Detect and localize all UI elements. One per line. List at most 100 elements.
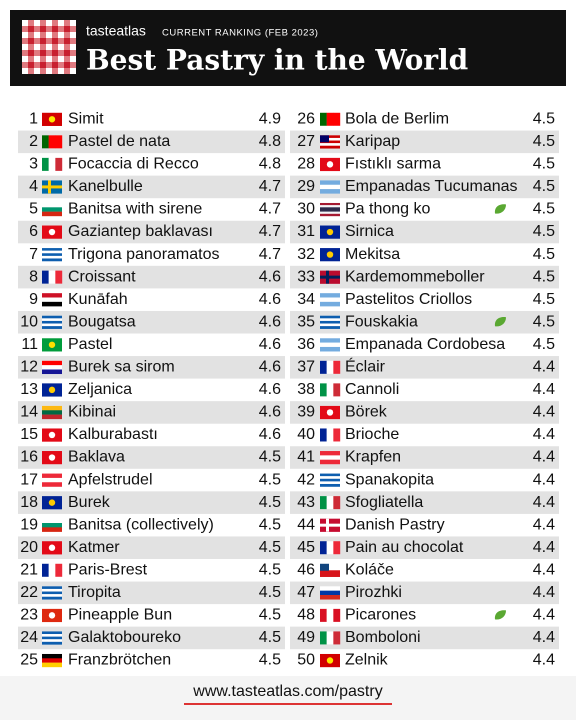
flag-stripe bbox=[42, 301, 62, 307]
logo-cell bbox=[28, 38, 34, 44]
flag-stripe bbox=[42, 369, 62, 375]
flag-stripe bbox=[320, 481, 340, 485]
row-shade bbox=[18, 175, 285, 199]
rank: 10 bbox=[20, 313, 38, 330]
rank: 39 bbox=[297, 404, 315, 421]
flag-stripe bbox=[320, 135, 340, 139]
score: 4.6 bbox=[259, 336, 281, 353]
logo-cell bbox=[70, 44, 76, 50]
dish-name: Kanelbulle bbox=[68, 178, 143, 195]
flag-stripe bbox=[42, 518, 62, 524]
table-row: 27 Karipap 4.5 bbox=[290, 130, 559, 154]
flag-stripe bbox=[42, 320, 62, 324]
row-shade bbox=[290, 536, 559, 559]
logo-cell bbox=[28, 44, 34, 50]
logo-cell bbox=[52, 62, 58, 68]
dish-name: Mekitsa bbox=[345, 246, 400, 263]
flag-stripe bbox=[42, 596, 62, 600]
score: 4.5 bbox=[533, 178, 555, 195]
table-row: 39 Börek 4.4 bbox=[290, 401, 559, 424]
rank: 13 bbox=[20, 381, 38, 398]
logo-cell bbox=[70, 26, 76, 32]
rank: 28 bbox=[297, 156, 315, 173]
score: 4.6 bbox=[259, 426, 281, 443]
flag-stripe bbox=[320, 346, 340, 352]
rank: 33 bbox=[297, 268, 315, 285]
score: 4.6 bbox=[259, 313, 281, 330]
score: 4.5 bbox=[259, 607, 281, 624]
logo-cell bbox=[22, 38, 28, 44]
dish-name: Cannoli bbox=[345, 381, 399, 398]
logo-cell bbox=[64, 68, 70, 74]
dish-name: Pain au chocolat bbox=[345, 539, 464, 556]
rank: 20 bbox=[20, 539, 38, 556]
flag-stripe bbox=[42, 157, 49, 171]
row-shade bbox=[290, 401, 559, 424]
rank: 22 bbox=[20, 584, 38, 601]
table: 1 Simit 4.9 2 Pastel de nata 4.8 3 Focaccia di … bbox=[18, 110, 559, 669]
flag-stripe bbox=[320, 202, 340, 206]
flag-stripe bbox=[320, 455, 340, 460]
flag-emblem bbox=[48, 454, 56, 461]
rank: 17 bbox=[20, 471, 38, 488]
flag-stripe bbox=[320, 631, 327, 645]
table-row: 1 Simit 4.9 bbox=[29, 110, 281, 127]
rank: 41 bbox=[297, 449, 315, 466]
flag-emblem bbox=[48, 386, 56, 394]
score: 4.5 bbox=[259, 494, 281, 511]
rank: 40 bbox=[297, 426, 315, 443]
flag-stripe bbox=[42, 326, 62, 329]
table-row: 26 Bola de Berlim 4.5 bbox=[297, 110, 555, 127]
score: 4.5 bbox=[533, 110, 555, 127]
flag-stripe bbox=[42, 662, 62, 668]
table-row: 40 Brioche 4.4 bbox=[297, 426, 555, 443]
table-row: 11 Pastel 4.6 bbox=[21, 336, 281, 353]
flag-stripe bbox=[42, 482, 62, 487]
flag-stripe bbox=[42, 594, 62, 597]
flag-stripe bbox=[320, 586, 340, 591]
logo-cell bbox=[34, 44, 40, 50]
table-row: 50 Zelnik 4.4 bbox=[297, 652, 555, 669]
flag-stripe bbox=[42, 207, 62, 212]
flag-stripe bbox=[42, 248, 62, 251]
rank: 36 bbox=[297, 336, 315, 353]
dish-name: Pineapple Bun bbox=[68, 607, 172, 624]
dish-name: Börek bbox=[345, 404, 388, 421]
flag-stripe bbox=[320, 338, 340, 343]
logo-cell bbox=[46, 20, 52, 26]
table-row: 12 Burek sa sirom 4.6 bbox=[18, 356, 285, 379]
logo-cell bbox=[22, 68, 28, 74]
title: Best Pastry in the World bbox=[86, 44, 468, 77]
flag-stripe bbox=[320, 297, 340, 303]
dish-name: Pastelitos Criollos bbox=[345, 291, 472, 308]
score: 4.4 bbox=[533, 539, 555, 556]
logo-cell bbox=[70, 20, 76, 26]
table-row: 28 Fıstıklı sarma 4.5 bbox=[297, 156, 555, 173]
flag-stripe bbox=[320, 590, 340, 596]
logo-cell bbox=[40, 38, 46, 44]
flag-stripe bbox=[320, 209, 340, 212]
row-shade bbox=[18, 491, 285, 514]
logo-cell bbox=[52, 56, 58, 62]
row-shade bbox=[18, 130, 285, 154]
logo-cell bbox=[40, 44, 46, 50]
rank: 45 bbox=[297, 539, 315, 556]
score: 4.5 bbox=[533, 246, 555, 263]
flag-stripe bbox=[320, 323, 340, 327]
logo-cell bbox=[58, 56, 64, 62]
row-shade bbox=[290, 265, 559, 289]
flag-stripe bbox=[326, 496, 334, 510]
dish-name: Burek sa sirom bbox=[68, 359, 175, 376]
score: 4.7 bbox=[259, 201, 281, 218]
rank: 44 bbox=[297, 516, 315, 533]
logo-cell bbox=[46, 50, 52, 56]
score: 4.8 bbox=[259, 156, 281, 173]
logo-cell bbox=[52, 50, 58, 56]
dish-name: Brioche bbox=[345, 426, 399, 443]
flag-stripe bbox=[42, 523, 62, 528]
dish-name: Trigona panoramatos bbox=[68, 246, 220, 263]
dish-name: Focaccia di Recco bbox=[68, 156, 199, 173]
score: 4.5 bbox=[259, 449, 281, 466]
flag-cross bbox=[42, 185, 62, 189]
dish-name: Simit bbox=[68, 110, 104, 127]
